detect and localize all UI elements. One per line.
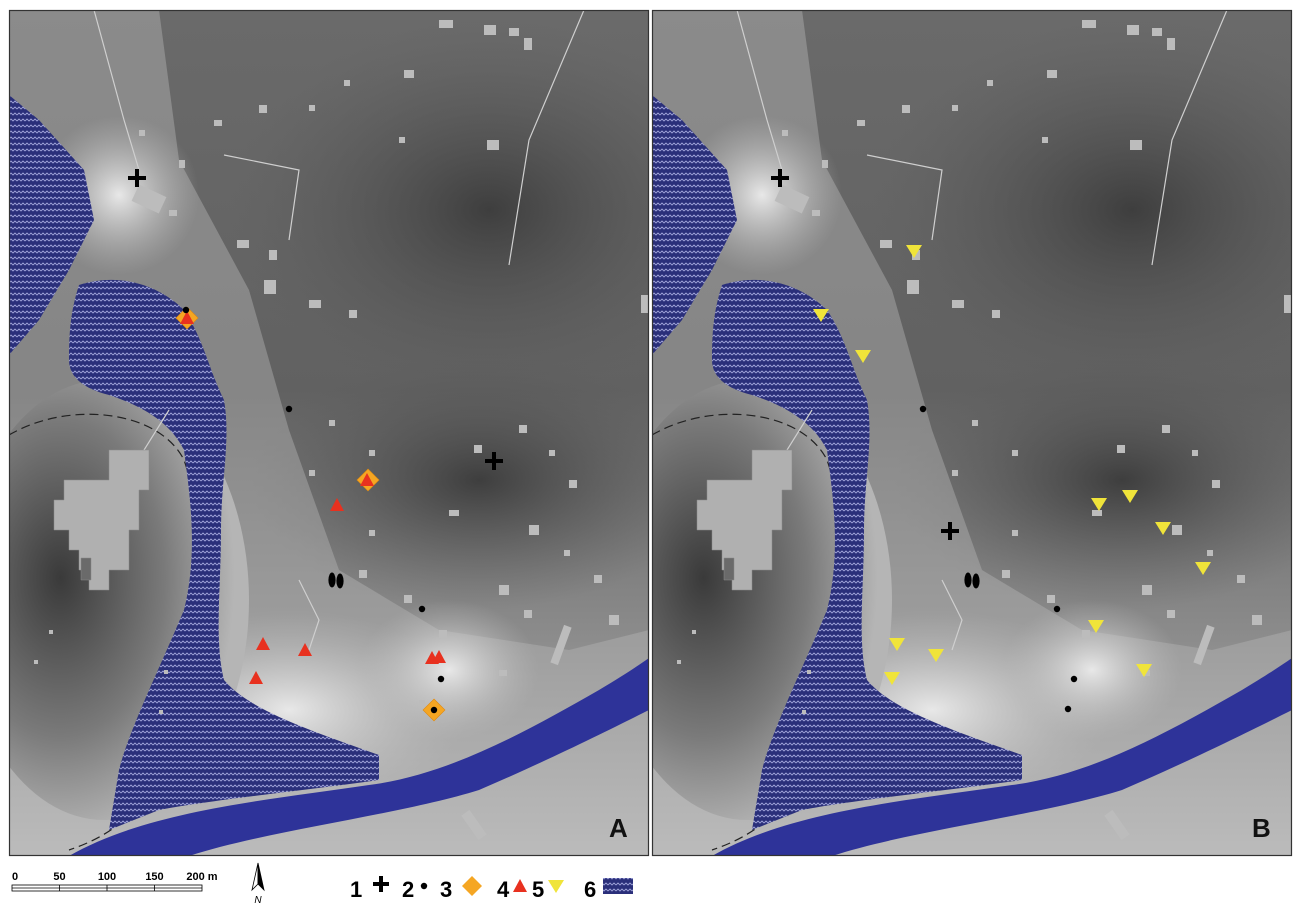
scale-tick-0: 0 bbox=[12, 871, 18, 883]
footprint-marker bbox=[328, 572, 336, 588]
legend-item-2: 2 bbox=[402, 877, 428, 902]
diamond-icon bbox=[462, 876, 482, 896]
dot-marker bbox=[285, 405, 293, 413]
wavy-hatch-icon bbox=[603, 878, 633, 894]
legend-number-2: 2 bbox=[402, 877, 414, 902]
north-label: N bbox=[254, 895, 262, 906]
triangle-down-marker bbox=[889, 638, 905, 651]
scale-tick-150: 150 bbox=[145, 871, 163, 883]
triangle-up-marker bbox=[256, 637, 270, 650]
triangle-down-marker bbox=[1091, 498, 1107, 511]
scale-bar: 0 50 100 150 200 m bbox=[11, 871, 218, 892]
dot-marker bbox=[437, 675, 445, 683]
dot-marker bbox=[1053, 605, 1061, 613]
dot-marker bbox=[418, 605, 426, 613]
scale-tick-100: 100 bbox=[98, 871, 116, 883]
dot-marker bbox=[430, 706, 438, 714]
footprint-marker bbox=[964, 572, 972, 588]
triangle-down-marker bbox=[1088, 620, 1104, 633]
panel-label-a: A bbox=[609, 813, 628, 843]
dot-marker bbox=[1064, 705, 1072, 713]
legend-item-5: 5 bbox=[532, 877, 564, 902]
cross-marker bbox=[128, 169, 146, 187]
triangle-down-marker bbox=[855, 350, 871, 363]
cross-marker bbox=[485, 452, 503, 470]
triangle-down-marker bbox=[1122, 490, 1138, 503]
legend-number-3: 3 bbox=[440, 877, 452, 902]
triangle-down-marker bbox=[1195, 562, 1211, 575]
triangle-down-marker bbox=[813, 309, 829, 322]
triangle-up-marker bbox=[432, 650, 446, 663]
map-panel-a: A bbox=[0, 10, 749, 856]
legend: 1 2 3 4 5 6 bbox=[350, 876, 633, 902]
legend-number-4: 4 bbox=[497, 877, 510, 902]
dot-icon bbox=[420, 882, 428, 890]
legend-item-4: 4 bbox=[497, 877, 527, 902]
scale-tick-200: 200 m bbox=[186, 871, 217, 883]
map-panel-b: B bbox=[602, 10, 1293, 856]
panel-label-b: B bbox=[1252, 813, 1271, 843]
triangle-down-marker bbox=[1136, 664, 1152, 677]
triangle-up-marker bbox=[180, 311, 194, 324]
legend-item-1: 1 bbox=[350, 876, 389, 902]
north-arrow-icon: N bbox=[251, 862, 265, 906]
legend-number-1: 1 bbox=[350, 877, 362, 902]
dot-marker bbox=[182, 306, 190, 314]
footprint-marker bbox=[336, 573, 344, 589]
triangle-down-marker bbox=[1155, 522, 1171, 535]
scale-tick-50: 50 bbox=[53, 871, 65, 883]
triangle-up-marker bbox=[249, 671, 263, 684]
triangle-up-marker bbox=[360, 473, 374, 486]
triangle-down-marker bbox=[906, 245, 922, 258]
triangle-up-icon bbox=[513, 879, 527, 892]
triangle-up-marker bbox=[330, 498, 344, 511]
legend-number-5: 5 bbox=[532, 877, 544, 902]
cross-icon bbox=[373, 876, 389, 892]
legend-number-6: 6 bbox=[584, 877, 596, 902]
cross-marker bbox=[941, 522, 959, 540]
triangle-down-marker bbox=[884, 672, 900, 685]
triangle-up-marker bbox=[298, 643, 312, 656]
legend-item-3: 3 bbox=[440, 876, 482, 902]
triangle-down-icon bbox=[548, 880, 564, 893]
dot-marker bbox=[1070, 675, 1078, 683]
dot-marker bbox=[919, 405, 927, 413]
legend-item-6: 6 bbox=[584, 877, 633, 902]
triangle-down-marker bbox=[928, 649, 944, 662]
footprint-marker bbox=[972, 573, 980, 589]
cross-marker bbox=[771, 169, 789, 187]
